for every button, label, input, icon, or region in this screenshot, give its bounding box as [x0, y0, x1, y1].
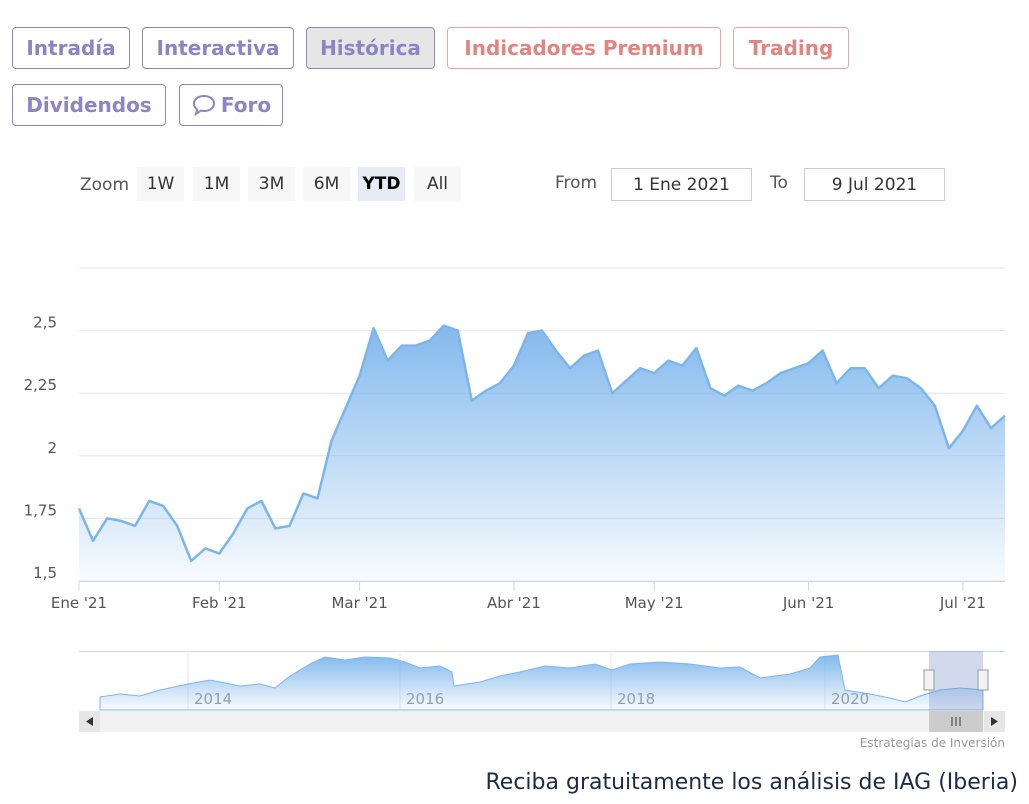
- y-tick-label: 1,75: [24, 501, 57, 519]
- arrow-left: [86, 717, 93, 726]
- tab[interactable]: Histórica: [306, 27, 435, 69]
- arrow-right: [991, 717, 998, 726]
- x-tick-label: Ene '21: [51, 594, 107, 612]
- zoom-button[interactable]: 1M: [193, 167, 240, 201]
- from-input[interactable]: 1 Ene 2021: [611, 168, 752, 201]
- tab[interactable]: Foro: [179, 84, 283, 126]
- zoom-label: Zoom: [80, 175, 130, 195]
- zoom-button[interactable]: 1W: [137, 167, 184, 201]
- tab[interactable]: Intradía: [12, 27, 130, 69]
- x-tick-label: Feb '21: [192, 594, 247, 612]
- navigator-handle[interactable]: [923, 669, 935, 691]
- y-tick-label: 2: [47, 439, 57, 457]
- from-label: From: [555, 173, 598, 193]
- tab[interactable]: Interactiva: [142, 27, 294, 69]
- x-tick-label: Jul '21: [939, 594, 986, 612]
- navigator-handle[interactable]: [977, 669, 989, 691]
- line: [77, 324, 1006, 563]
- credits: Estrategias de Inversión: [860, 736, 1005, 750]
- y-tick-label: 1,5: [33, 564, 57, 582]
- x-tick-label: Jun '21: [782, 594, 834, 612]
- tab[interactable]: Trading: [733, 27, 849, 69]
- navigator-mask: [929, 651, 983, 710]
- zoom-button[interactable]: 6M: [303, 167, 350, 201]
- scrollbar-track[interactable]: [79, 711, 1005, 732]
- thumb-grip: [951, 717, 961, 726]
- zoom-button[interactable]: YTD: [358, 167, 405, 201]
- x-tick-label: Mar '21: [331, 594, 387, 612]
- y-tick-label: 2,25: [24, 376, 57, 394]
- area: [79, 325, 1005, 581]
- to-input[interactable]: 9 Jul 2021: [804, 168, 945, 201]
- navigator-series: [99, 654, 984, 711]
- y-tick-label: 2,5: [33, 314, 57, 332]
- x-tick-label: May '21: [625, 594, 684, 612]
- tab-label: Foro: [220, 93, 272, 117]
- to-label: To: [770, 173, 788, 193]
- tab[interactable]: Dividendos: [12, 84, 166, 126]
- footer-text: Reciba gratuitamente los análisis de IAG…: [486, 770, 1019, 795]
- chat-icon: [192, 94, 215, 117]
- zoom-button[interactable]: 3M: [248, 167, 295, 201]
- zoom-button[interactable]: All: [414, 167, 461, 201]
- tab[interactable]: Indicadores Premium: [447, 27, 721, 69]
- x-tick-label: Abr '21: [487, 594, 541, 612]
